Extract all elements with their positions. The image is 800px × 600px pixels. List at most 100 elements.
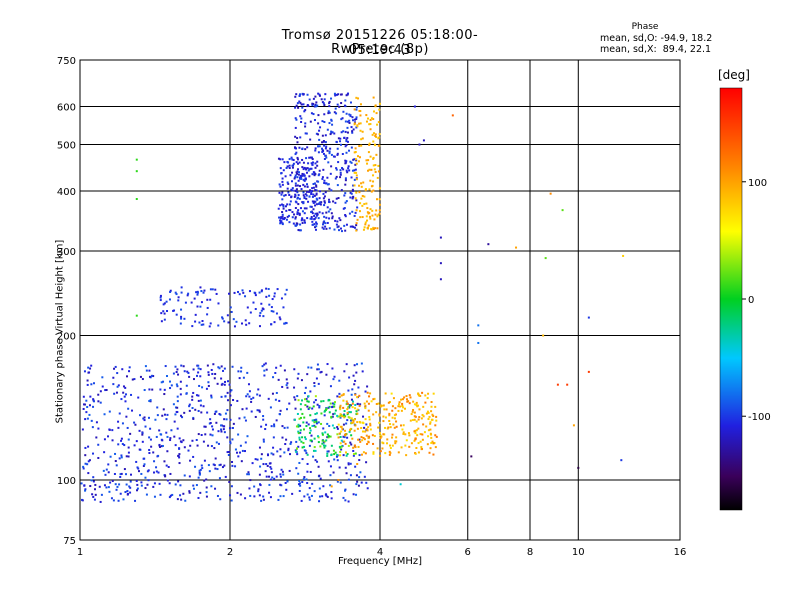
data-point <box>286 165 289 168</box>
data-point <box>428 451 431 454</box>
data-point <box>350 434 353 437</box>
data-point <box>197 476 200 479</box>
data-point <box>87 460 90 463</box>
data-point <box>349 196 352 199</box>
data-point <box>169 437 172 440</box>
data-point <box>268 483 271 486</box>
data-point <box>317 92 320 95</box>
data-point <box>197 399 200 402</box>
data-point <box>180 498 183 501</box>
data-point <box>313 401 316 404</box>
data-point <box>314 395 317 398</box>
data-point <box>316 435 319 438</box>
data-point <box>308 98 311 101</box>
data-point <box>200 301 203 304</box>
data-point <box>105 388 108 391</box>
data-point <box>251 462 254 465</box>
data-point <box>163 413 166 416</box>
data-point <box>97 456 100 459</box>
data-point <box>226 399 229 402</box>
data-point <box>186 294 189 297</box>
data-point <box>370 117 373 120</box>
data-point <box>244 419 247 422</box>
data-point <box>218 464 221 467</box>
data-point <box>205 495 208 498</box>
data-point <box>273 423 276 426</box>
data-point <box>324 141 327 144</box>
data-point <box>320 201 323 204</box>
data-point <box>307 395 310 398</box>
data-point <box>301 412 304 415</box>
data-point <box>257 388 260 391</box>
data-point <box>343 136 346 139</box>
data-point <box>351 131 354 134</box>
data-point <box>294 193 297 196</box>
data-point <box>205 387 208 390</box>
data-point <box>373 435 376 438</box>
data-point <box>211 434 214 437</box>
data-point <box>358 191 361 194</box>
data-point <box>128 366 131 369</box>
data-point <box>112 383 115 386</box>
data-point <box>418 408 421 411</box>
data-point <box>295 425 298 428</box>
data-point <box>246 306 249 309</box>
data-point <box>318 495 321 498</box>
data-point <box>325 494 328 497</box>
data-point <box>397 451 400 454</box>
data-point <box>278 216 281 219</box>
data-point <box>279 409 282 412</box>
data-point <box>111 439 114 442</box>
data-point <box>349 462 352 465</box>
data-point <box>231 438 234 441</box>
data-point <box>308 496 311 499</box>
data-point <box>336 414 339 417</box>
data-point <box>339 140 342 143</box>
data-point <box>261 365 264 368</box>
data-point <box>269 406 272 409</box>
data-point <box>328 405 331 408</box>
data-point <box>292 222 295 225</box>
data-point <box>344 130 347 133</box>
data-point <box>421 438 424 441</box>
data-point <box>338 395 341 398</box>
data-point <box>172 403 175 406</box>
data-point <box>321 433 324 436</box>
data-point <box>188 405 191 408</box>
data-point <box>355 209 358 212</box>
data-point <box>345 403 348 406</box>
data-point <box>120 454 123 457</box>
data-point <box>348 416 351 419</box>
data-point <box>432 392 435 395</box>
data-point <box>343 489 346 492</box>
data-point <box>353 214 356 217</box>
data-point <box>294 449 297 452</box>
data-point <box>317 133 320 136</box>
data-point <box>207 373 210 376</box>
data-point <box>281 198 284 201</box>
data-point <box>236 451 239 454</box>
data-point <box>341 427 344 430</box>
chart-title-line2: RwPretec (8p) <box>331 42 429 57</box>
data-point <box>315 203 318 206</box>
data-point <box>288 469 291 472</box>
data-point <box>105 468 108 471</box>
data-point <box>343 416 346 419</box>
data-point <box>293 213 296 216</box>
data-point <box>337 93 340 96</box>
x-tick-label: 16 <box>674 547 687 558</box>
data-point <box>190 301 193 304</box>
data-point <box>358 420 361 423</box>
data-point <box>338 392 341 395</box>
data-point <box>305 452 308 455</box>
data-point <box>348 376 351 379</box>
data-point <box>318 474 321 477</box>
data-point <box>326 176 329 179</box>
data-point <box>192 487 195 490</box>
data-point <box>289 200 292 203</box>
data-point <box>281 177 284 180</box>
data-point <box>323 98 326 101</box>
data-point <box>345 140 348 143</box>
data-point <box>310 439 313 442</box>
data-point <box>358 454 361 457</box>
